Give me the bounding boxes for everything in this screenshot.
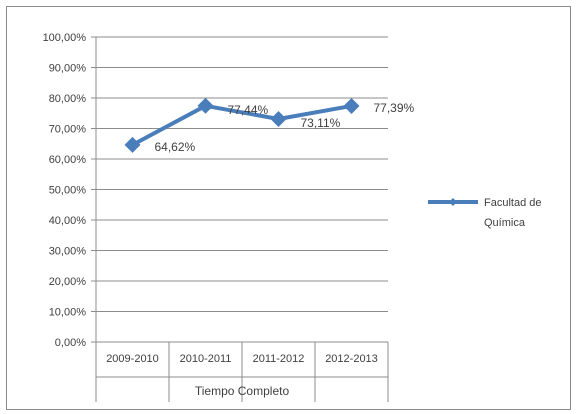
- data-label: 64,62%: [155, 140, 196, 154]
- legend: Facultad de Química: [428, 197, 541, 229]
- top-strip: [0, 0, 578, 6]
- data-label: 77,44%: [228, 103, 269, 117]
- y-tick-label: 0,00%: [55, 337, 86, 349]
- y-tick-label: 10,00%: [49, 307, 87, 319]
- gridlines: [96, 36, 388, 312]
- y-tick-label: 80,00%: [49, 93, 87, 105]
- data-point-marker: [343, 97, 360, 114]
- data-label: 73,11%: [301, 116, 341, 130]
- legend-entry-label: Química: [484, 217, 526, 229]
- y-tick-label: 70,00%: [49, 124, 87, 136]
- series-line: [131, 103, 352, 147]
- data-labels: 64,62% 77,44% 73,11% 77,39%: [155, 101, 415, 154]
- y-tick-label: 40,00%: [49, 215, 87, 227]
- x-tick-label: 2010-2011: [180, 353, 232, 365]
- y-tick-label: 30,00%: [49, 246, 87, 258]
- x-tick-label: 2011-2012: [253, 353, 305, 365]
- data-label: 77,39%: [374, 101, 415, 115]
- x-axis-group-label: Tiempo Completo: [195, 384, 290, 398]
- x-tick-label: 2012-2013: [325, 353, 378, 365]
- legend-entry-label: Facultad de: [484, 197, 541, 209]
- y-tick-label: 60,00%: [49, 154, 87, 166]
- x-axis-tick-labels: 2009-2010 2010-2011 2011-2012 2012-2013: [106, 353, 378, 365]
- y-axis-tick-labels: 0,00% 10,00% 20,00% 30,00% 40,00% 50,00% 60,00…: [43, 32, 87, 349]
- series: [124, 97, 360, 153]
- y-tick-label: 50,00%: [49, 185, 87, 197]
- x-tick-label: 2009-2010: [106, 353, 159, 365]
- y-tick-label: 90,00%: [49, 63, 87, 75]
- chart-frame: [6, 6, 571, 410]
- legend-marker: [449, 198, 457, 206]
- data-point-marker: [124, 136, 141, 153]
- y-tick-label: 100,00%: [43, 32, 87, 44]
- y-tick-label: 20,00%: [49, 276, 87, 288]
- axes: [91, 36, 389, 402]
- data-point-marker: [270, 111, 287, 128]
- data-point-marker: [197, 97, 214, 114]
